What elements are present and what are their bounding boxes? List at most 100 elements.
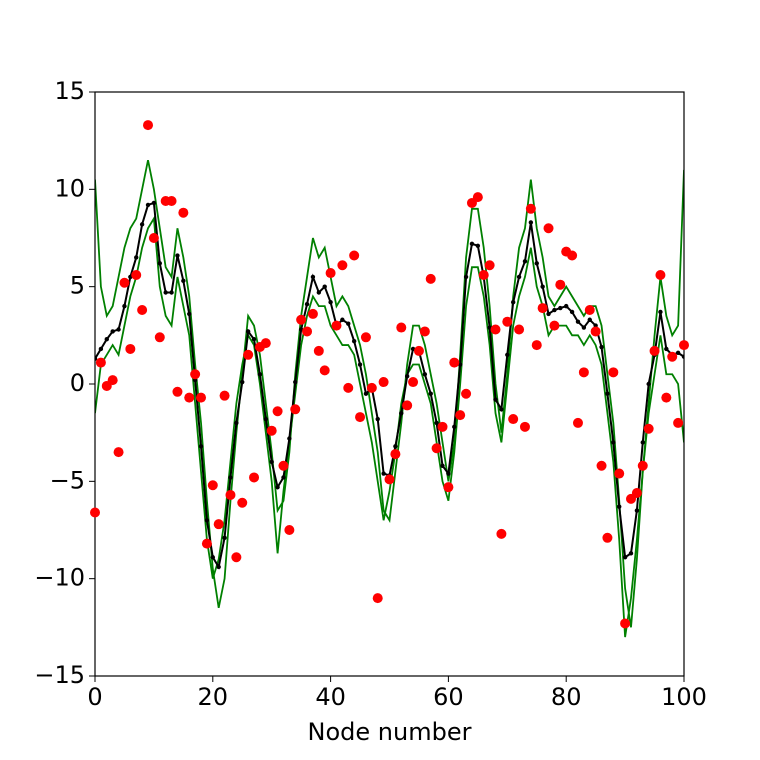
- series-marker: [478, 269, 489, 280]
- series-marker: [346, 321, 351, 326]
- series-marker: [581, 325, 587, 330]
- series-marker: [154, 332, 165, 343]
- series-marker: [381, 471, 386, 476]
- series-marker: [355, 412, 366, 423]
- series-marker: [516, 274, 522, 280]
- series-marker: [602, 532, 613, 543]
- series-marker: [210, 555, 215, 560]
- series-marker: [463, 274, 469, 280]
- series-marker: [620, 618, 631, 629]
- series-marker: [496, 528, 507, 539]
- y-tick-label: −15: [34, 661, 85, 689]
- series-marker: [569, 309, 575, 315]
- series-marker: [137, 305, 148, 316]
- series-marker: [605, 391, 610, 396]
- series-marker: [546, 311, 551, 317]
- series-marker: [316, 290, 322, 295]
- series-marker: [667, 351, 678, 362]
- series-marker: [260, 338, 271, 349]
- series-marker: [564, 303, 569, 309]
- series-marker: [499, 407, 504, 412]
- series-marker: [558, 305, 563, 311]
- x-tick-label: 40: [315, 683, 346, 711]
- series-marker: [572, 417, 583, 428]
- series-marker: [402, 400, 413, 411]
- series-marker: [443, 482, 454, 493]
- x-tick-label: 20: [198, 683, 229, 711]
- series-marker: [287, 436, 292, 441]
- series-marker: [145, 202, 151, 208]
- series-marker: [275, 484, 280, 490]
- series-marker: [567, 250, 578, 261]
- series-marker: [231, 552, 242, 563]
- series-marker: [413, 345, 424, 356]
- series-marker: [190, 369, 201, 380]
- series-marker: [611, 440, 616, 445]
- series-marker: [514, 324, 525, 335]
- series-marker: [349, 250, 360, 261]
- series-marker: [243, 349, 254, 360]
- series-marker: [399, 411, 404, 416]
- series-marker: [522, 259, 528, 264]
- y-tick-label: 15: [54, 77, 85, 105]
- series-marker: [184, 392, 195, 403]
- series-marker: [172, 386, 183, 397]
- series-marker: [313, 345, 324, 356]
- series-marker: [98, 346, 104, 352]
- y-tick-label: −5: [50, 466, 85, 494]
- series-marker: [484, 260, 495, 271]
- series-marker: [534, 261, 539, 266]
- y-tick-label: 5: [70, 272, 85, 300]
- series-marker: [234, 420, 239, 426]
- series-marker: [540, 284, 545, 289]
- series-marker: [419, 326, 430, 337]
- series-marker: [125, 343, 136, 354]
- series-marker: [502, 316, 513, 327]
- series-marker: [661, 392, 672, 403]
- series-marker: [628, 551, 634, 556]
- series-marker: [578, 367, 589, 378]
- series-marker: [519, 421, 530, 432]
- series-marker: [469, 241, 475, 247]
- series-marker: [599, 344, 604, 350]
- series-marker: [372, 593, 383, 604]
- series-marker: [307, 308, 318, 319]
- series-marker: [596, 460, 607, 471]
- series-marker: [622, 555, 628, 560]
- series-marker: [257, 372, 263, 377]
- series-marker: [528, 220, 534, 225]
- series-marker: [431, 443, 442, 454]
- series-marker: [319, 365, 330, 376]
- series-marker: [552, 307, 557, 313]
- series-marker: [237, 497, 248, 508]
- series-marker: [340, 317, 345, 322]
- series-marker: [343, 382, 354, 393]
- x-tick-label: 60: [433, 683, 464, 711]
- series-marker: [543, 223, 554, 234]
- series-marker: [272, 406, 283, 417]
- series-marker: [375, 416, 380, 422]
- series-marker: [304, 301, 310, 307]
- series-marker: [446, 471, 451, 476]
- series-marker: [363, 391, 369, 396]
- series-marker: [222, 535, 227, 540]
- series-marker: [290, 404, 301, 415]
- x-tick-label: 0: [87, 683, 102, 711]
- plot-area: [95, 159, 684, 638]
- series-marker: [175, 253, 180, 258]
- series-marker: [555, 279, 566, 290]
- series-marker: [664, 346, 669, 352]
- series-marker: [608, 367, 619, 378]
- series-marker: [281, 475, 286, 480]
- x-tick-label: 80: [551, 683, 582, 711]
- series-marker: [510, 300, 516, 305]
- series-marker: [107, 375, 118, 386]
- series-marker: [617, 504, 622, 509]
- series-marker: [422, 372, 428, 377]
- series-marker: [366, 382, 377, 393]
- series-marker: [266, 425, 277, 436]
- series-marker: [204, 518, 210, 523]
- series-marker: [472, 192, 483, 203]
- series-marker: [360, 332, 371, 343]
- series-marker: [437, 421, 448, 432]
